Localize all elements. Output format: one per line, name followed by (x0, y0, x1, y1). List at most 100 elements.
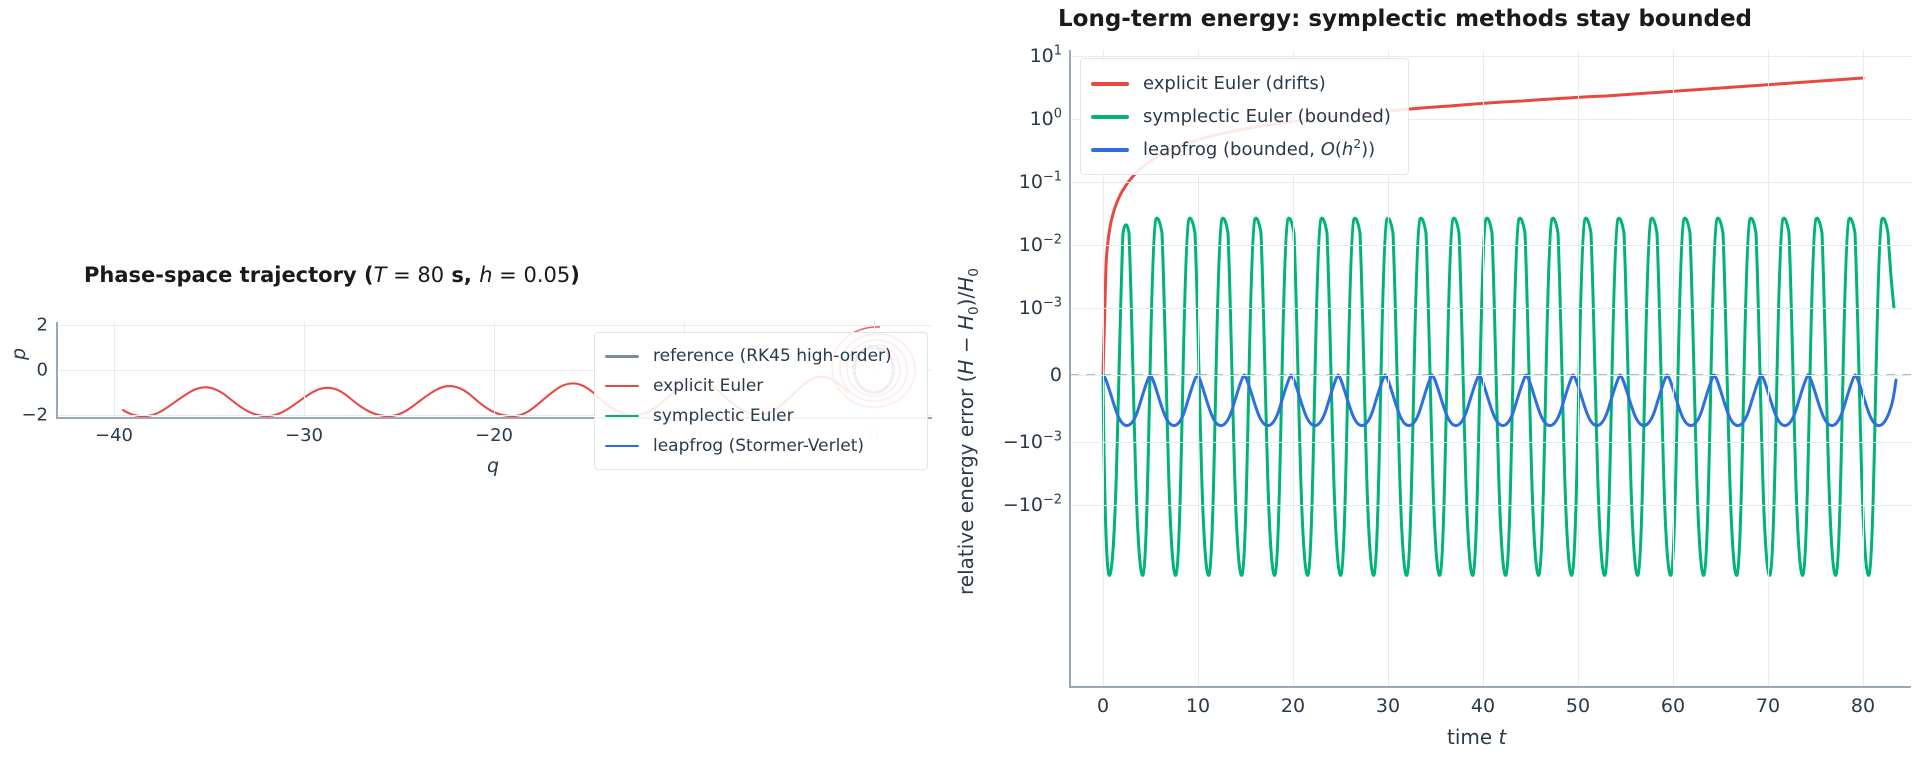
ytick-exp-2: −1 (1042, 169, 1062, 185)
phase-space-ytick-1: 0 (36, 359, 48, 381)
phase-space-ylabel-text: p (8, 347, 30, 360)
gridline-y-2 (57, 325, 932, 326)
gridline-y-minus2 (57, 415, 932, 416)
ylabel-mid: )/ (954, 291, 978, 307)
energy-error-title: Long-term energy: symplectic methods sta… (1058, 6, 1753, 32)
title-h-symbol: h (479, 263, 493, 287)
legend-label-reference: reference (RK45 high-order) (653, 346, 892, 366)
phase-space-xlabel-text: q (487, 455, 500, 477)
gridline-t-20 (1293, 50, 1294, 687)
energy-error-xtick-0: 0 (1096, 695, 1110, 717)
energy-error-xlabel-prefix: time (1447, 725, 1499, 749)
ytick-sign-6: − (1002, 431, 1019, 453)
energy-error-bottom-spine (1069, 686, 1911, 688)
energy-error-xtick-2: 20 (1280, 695, 1306, 717)
gridline-t-10 (1198, 50, 1199, 687)
title-main: Phase-space trajectory ( (84, 263, 374, 287)
gridline-t-60 (1673, 50, 1674, 687)
gridline-y-1em3 (1070, 308, 1911, 309)
title-h-eq: = (492, 263, 524, 287)
energy-error-axes (1070, 50, 1911, 687)
ytick-exp-7: −2 (1042, 492, 1062, 508)
gridline-t-50 (1578, 50, 1579, 687)
legend-label-explicit-euler-drifts: explicit Euler (drifts) (1143, 73, 1326, 94)
legend-swatch-reference (605, 354, 639, 358)
leapfrog-label-pre: leapfrog (bounded, (1143, 139, 1321, 160)
ylabel-Hd-sub: 0 (966, 268, 982, 277)
ytick-base-2: 10 (1018, 171, 1043, 193)
gridline-t-40 (1483, 50, 1484, 687)
phase-space-ylabel: p (8, 348, 30, 360)
energy-error-ytick-0: 0 (986, 364, 1062, 386)
legend-swatch-explicit-euler (605, 384, 639, 388)
leapfrog-label-O: O (1320, 139, 1335, 160)
ylabel-H0-sub: 0 (966, 306, 982, 315)
phase-space-legend: reference (RK45 high-order) explicit Eul… (594, 332, 928, 470)
ytick-base-5: 0 (1049, 364, 1062, 386)
legend-swatch-explicit-euler-drifts (1091, 81, 1129, 86)
phase-space-ytick-2: −2 (21, 404, 48, 426)
energy-error-ytick-1em2: 10−2 (986, 234, 1062, 256)
energy-error-ylabel: relative energy error (H − H0)/H0 (954, 268, 982, 595)
gridline-y-1em2 (1070, 245, 1911, 246)
phase-space-xtick-2: −20 (475, 425, 513, 446)
energy-error-xtick-8: 80 (1850, 695, 1876, 717)
ytick-exp-6: −3 (1042, 429, 1062, 445)
ytick-base-0: 10 (1029, 45, 1054, 67)
energy-error-xlabel-symbol: t (1498, 725, 1507, 749)
legend-item-explicit-euler[interactable]: explicit Euler (605, 371, 915, 401)
energy-error-xtick-5: 50 (1565, 695, 1591, 717)
phase-space-xlabel: q (487, 455, 499, 477)
title-T-symbol: T (373, 263, 387, 287)
legend-item-symplectic-euler-bounded[interactable]: symplectic Euler (bounded) (1091, 100, 1396, 133)
energy-error-ytick-m1em2: −10−2 (986, 494, 1062, 516)
energy-error-xtick-6: 60 (1660, 695, 1686, 717)
title-close-paren: ) (570, 263, 580, 287)
ylabel-prefix: relative energy error ( (954, 374, 978, 595)
energy-error-xtick-1: 10 (1185, 695, 1211, 717)
ytick-base-3: 10 (1018, 234, 1043, 256)
ylabel-H: H (954, 359, 978, 375)
legend-item-symplectic-euler[interactable]: symplectic Euler (605, 401, 915, 431)
phase-space-bottom-spine (56, 417, 932, 419)
gridline-t-70 (1768, 50, 1769, 687)
ytick-sign-7: − (1002, 494, 1019, 516)
legend-swatch-leapfrog-bounded (1091, 147, 1129, 152)
gridline-y-0 (57, 370, 932, 371)
energy-error-left-spine (1069, 50, 1071, 688)
legend-swatch-leapfrog (605, 444, 639, 448)
ytick-exp-0: 1 (1053, 43, 1062, 59)
legend-label-explicit-euler: explicit Euler (653, 376, 764, 396)
legend-item-explicit-euler-drifts[interactable]: explicit Euler (drifts) (1091, 67, 1396, 100)
legend-item-leapfrog-bounded[interactable]: leapfrog (bounded, O(h2)) (1091, 133, 1396, 166)
energy-error-ytick-1em3: 10−3 (986, 297, 1062, 319)
energy-error-legend: explicit Euler (drifts) symplectic Euler… (1080, 58, 1409, 175)
energy-error-xtick-3: 30 (1375, 695, 1401, 717)
title-h-value: 0.05 (523, 263, 571, 287)
gridline-y-1em1 (1070, 182, 1911, 183)
ytick-base-7: 10 (1018, 494, 1043, 516)
gridline-y-0 (1070, 375, 1911, 376)
ytick-exp-1: 0 (1053, 106, 1062, 122)
leapfrog-label-h: h (1341, 139, 1354, 160)
gridline-y-1e0 (1070, 119, 1911, 120)
phase-space-title: Phase-space trajectory (T = 80 s, h = 0.… (84, 263, 580, 287)
title-T-value: 80 (417, 263, 445, 287)
gridline-y-m1em3 (1070, 442, 1911, 443)
ytick-exp-4: −3 (1042, 295, 1062, 311)
legend-label-leapfrog: leapfrog (Stormer-Verlet) (653, 436, 865, 456)
legend-item-reference[interactable]: reference (RK45 high-order) (605, 341, 915, 371)
legend-item-leapfrog[interactable]: leapfrog (Stormer-Verlet) (605, 431, 915, 461)
gridline-t-0 (1103, 50, 1104, 687)
legend-label-symplectic-euler-bounded: symplectic Euler (bounded) (1143, 106, 1391, 127)
leapfrog-label-post: )) (1361, 139, 1376, 160)
phase-space-xtick-0: −40 (95, 425, 133, 446)
ytick-exp-3: −2 (1042, 232, 1062, 248)
ytick-base-4: 10 (1018, 297, 1043, 319)
title-T-unit: s, (444, 263, 480, 287)
leapfrog-label-open: ( (1334, 139, 1342, 160)
energy-error-xtick-4: 40 (1470, 695, 1496, 717)
legend-label-leapfrog-bounded: leapfrog (bounded, O(h2)) (1143, 138, 1376, 160)
energy-error-ytick-1e1: 101 (986, 45, 1062, 67)
